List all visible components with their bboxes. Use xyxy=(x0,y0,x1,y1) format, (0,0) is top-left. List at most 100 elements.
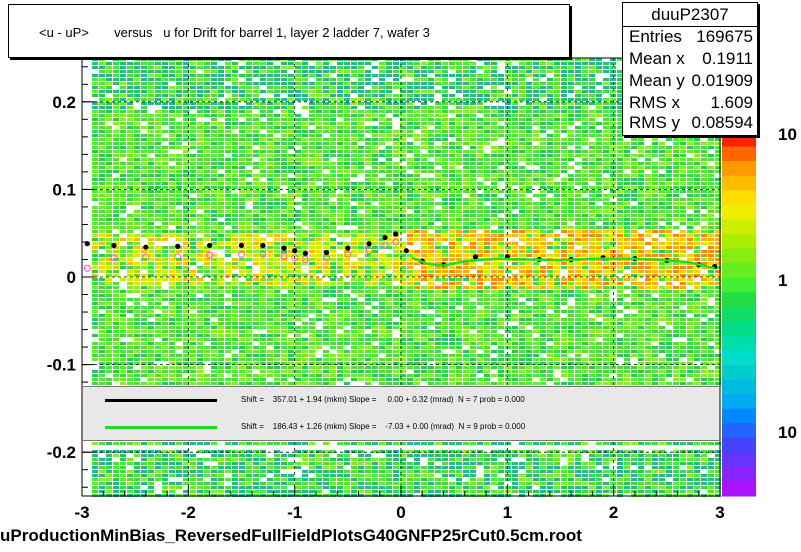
heatmap-cell xyxy=(505,202,511,205)
heatmap-cell xyxy=(295,282,301,285)
heatmap-cell xyxy=(351,74,357,77)
heatmap-cell xyxy=(176,174,182,177)
heatmap-cell xyxy=(162,74,168,77)
heatmap-cell xyxy=(624,274,630,277)
heatmap-cell xyxy=(120,190,126,193)
heatmap-cell xyxy=(407,222,413,225)
heatmap-cell xyxy=(596,282,602,285)
heatmap-cell xyxy=(638,294,644,297)
heatmap-cell xyxy=(211,234,217,237)
heatmap-cell xyxy=(694,234,700,237)
heatmap-cell xyxy=(554,246,560,249)
heatmap-cell xyxy=(519,182,525,185)
heatmap-cell xyxy=(505,270,511,273)
heatmap-cell xyxy=(127,254,133,257)
heatmap-cell xyxy=(344,270,350,273)
heatmap-cell xyxy=(638,182,644,185)
heatmap-cell xyxy=(176,298,182,301)
heatmap-cell xyxy=(106,158,112,161)
heatmap-cell xyxy=(491,206,497,209)
heatmap-cell xyxy=(624,158,630,161)
heatmap-cell xyxy=(582,86,588,89)
heatmap-cell xyxy=(309,58,315,61)
heatmap-cell xyxy=(358,206,364,209)
heatmap-cell xyxy=(316,238,322,241)
heatmap-cell xyxy=(386,102,392,105)
heatmap-cell xyxy=(610,170,616,173)
heatmap-cell xyxy=(232,290,238,293)
heatmap-cell xyxy=(204,286,210,289)
heatmap-cell xyxy=(428,142,434,145)
heatmap-cell xyxy=(197,242,203,245)
heatmap-cell xyxy=(218,266,224,269)
heatmap-cell xyxy=(295,298,301,301)
heatmap-cell xyxy=(694,294,700,297)
heatmap-cell xyxy=(421,186,427,189)
heatmap-cell xyxy=(190,234,196,237)
heatmap-cell xyxy=(687,270,693,273)
heatmap-cell xyxy=(106,98,112,101)
heatmap-cell xyxy=(407,90,413,93)
heatmap-cell xyxy=(99,266,105,269)
heatmap-cell xyxy=(484,178,490,181)
heatmap-cell xyxy=(435,138,441,141)
heatmap-cell xyxy=(148,278,154,281)
heatmap-cell xyxy=(246,258,252,261)
heatmap-cell xyxy=(211,206,217,209)
heatmap-cell xyxy=(512,282,518,285)
heatmap-cell xyxy=(225,222,231,225)
heatmap-cell xyxy=(127,118,133,121)
heatmap-cell xyxy=(596,250,602,253)
heatmap-cell xyxy=(456,130,462,133)
heatmap-cell xyxy=(407,286,413,289)
heatmap-cell xyxy=(218,70,224,73)
heatmap-cell xyxy=(197,146,203,149)
heatmap-cell xyxy=(239,222,245,225)
heatmap-cell xyxy=(183,94,189,97)
heatmap-cell xyxy=(372,110,378,113)
heatmap-cell xyxy=(162,174,168,177)
heatmap-cell xyxy=(120,86,126,89)
heatmap-cell xyxy=(435,190,441,193)
heatmap-cell xyxy=(316,186,322,189)
heatmap-cell xyxy=(477,154,483,157)
heatmap-cell xyxy=(554,226,560,229)
heatmap-cell xyxy=(372,246,378,249)
heatmap-cell xyxy=(708,146,714,149)
heatmap-cell xyxy=(659,290,665,293)
heatmap-cell xyxy=(407,238,413,241)
heatmap-cell xyxy=(407,182,413,185)
heatmap-cell xyxy=(589,230,595,233)
heatmap-cell xyxy=(281,122,287,125)
heatmap-cell xyxy=(134,222,140,225)
heatmap-cell xyxy=(218,182,224,185)
heatmap-cell xyxy=(134,250,140,253)
heatmap-cell xyxy=(330,142,336,145)
heatmap-cell xyxy=(519,266,525,269)
heatmap-cell xyxy=(379,154,385,157)
heatmap-cell xyxy=(211,194,217,197)
heatmap-cell xyxy=(512,134,518,137)
heatmap-cell xyxy=(99,278,105,281)
heatmap-cell xyxy=(190,254,196,257)
heatmap-cell xyxy=(267,86,273,89)
heatmap-cell xyxy=(680,218,686,221)
heatmap-cell xyxy=(414,146,420,149)
heatmap-cell xyxy=(267,206,273,209)
heatmap-cell xyxy=(449,150,455,153)
heatmap-cell xyxy=(491,130,497,133)
heatmap-cell xyxy=(596,138,602,141)
heatmap-cell xyxy=(365,198,371,201)
heatmap-cell xyxy=(155,246,161,249)
heatmap-cell xyxy=(393,210,399,213)
heatmap-cell xyxy=(435,110,441,113)
heatmap-cell xyxy=(232,174,238,177)
heatmap-cell xyxy=(253,246,259,249)
heatmap-cell xyxy=(211,98,217,101)
heatmap-cell xyxy=(330,110,336,113)
heatmap-cell xyxy=(484,190,490,193)
heatmap-cell xyxy=(582,138,588,141)
heatmap-cell xyxy=(183,258,189,261)
heatmap-cell xyxy=(442,178,448,181)
heatmap-cell xyxy=(302,98,308,101)
